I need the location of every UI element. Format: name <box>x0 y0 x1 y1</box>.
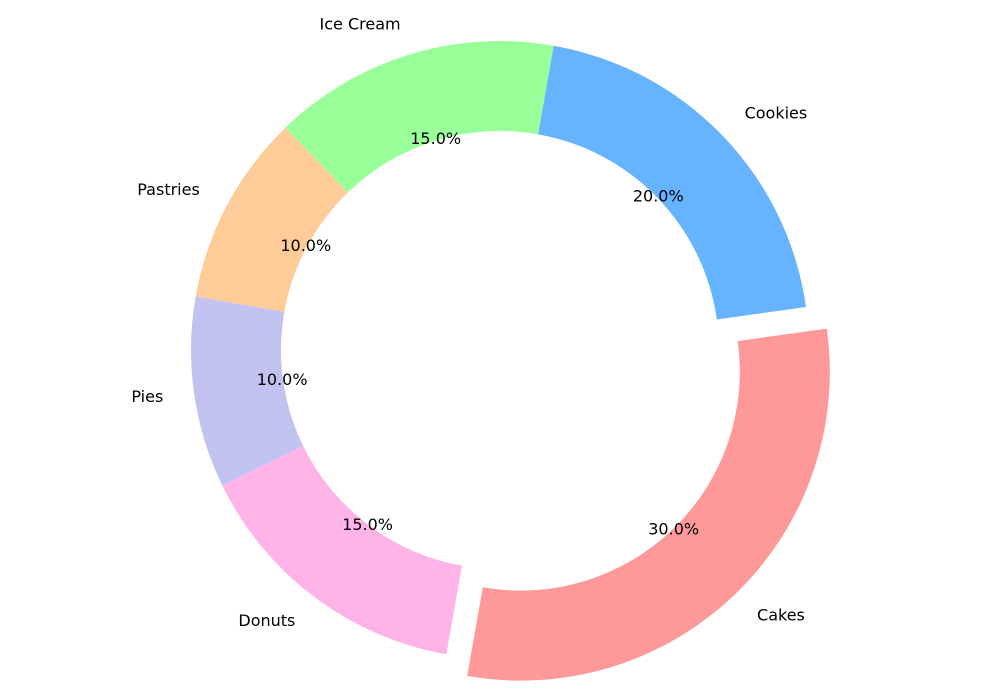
slice-pastries <box>195 127 348 312</box>
label-pies: Pies <box>131 387 163 406</box>
percent-label-pastries: 10.0% <box>280 236 331 255</box>
label-pastries: Pastries <box>137 180 200 199</box>
percent-label-ice-cream: 15.0% <box>410 129 461 148</box>
percent-label-pies: 10.0% <box>257 370 308 389</box>
label-ice-cream: Ice Cream <box>320 14 401 33</box>
slice-ice-cream <box>285 40 554 193</box>
slice-donuts <box>222 446 462 655</box>
percent-label-donuts: 15.0% <box>342 515 393 534</box>
percent-label-cookies: 20.0% <box>633 187 684 206</box>
slice-cookies <box>538 45 806 320</box>
slice-cakes <box>467 328 830 681</box>
percent-label-cakes: 30.0% <box>648 519 699 538</box>
label-cakes: Cakes <box>757 606 805 625</box>
label-cookies: Cookies <box>745 103 808 122</box>
label-donuts: Donuts <box>238 611 295 630</box>
slice-pies <box>190 296 304 486</box>
